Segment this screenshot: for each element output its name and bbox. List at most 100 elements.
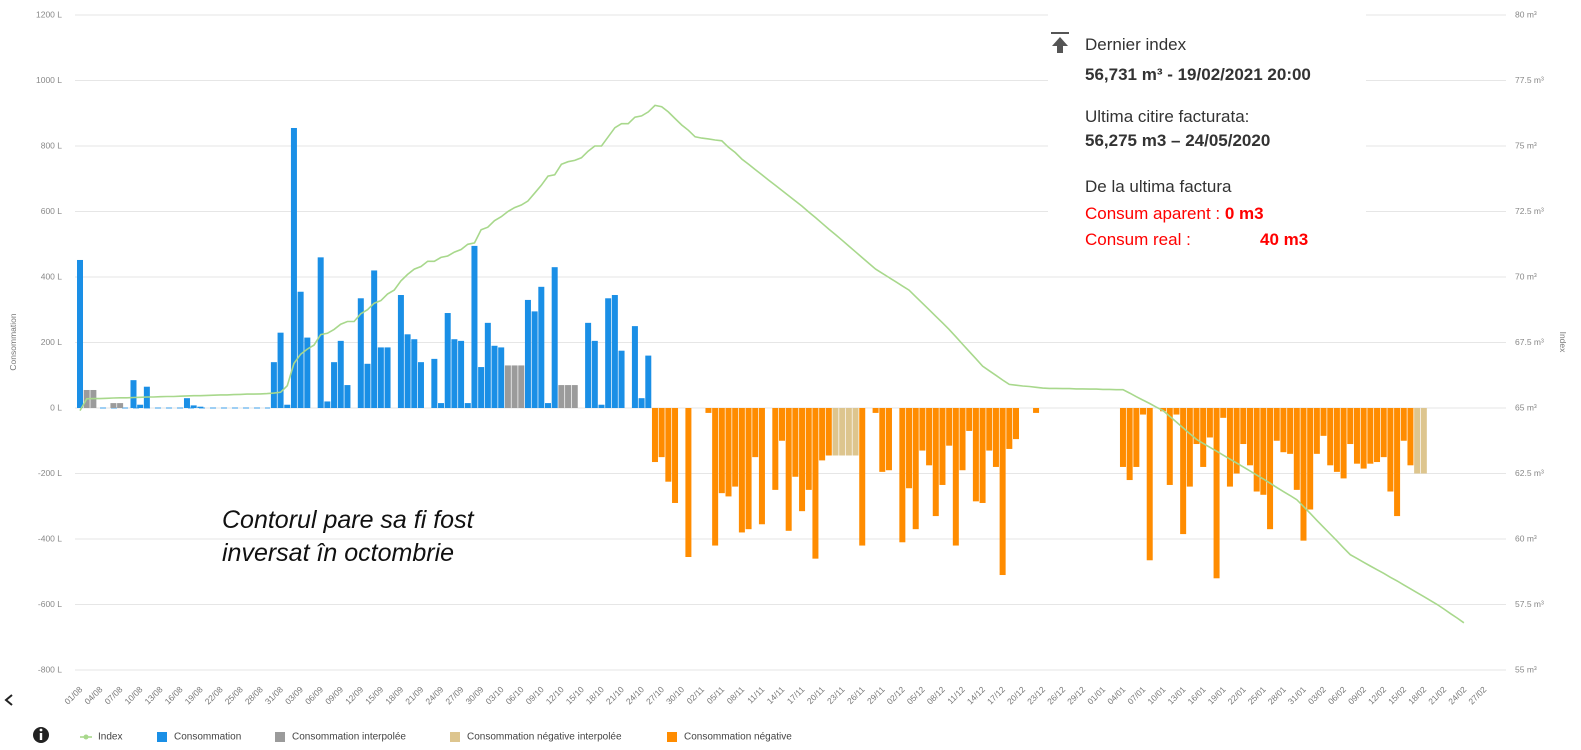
bar [498, 347, 505, 408]
bar [137, 404, 144, 408]
bar [1420, 408, 1427, 474]
x-tick-label: 06/02 [1326, 684, 1348, 706]
x-tick-label: 10/01 [1145, 684, 1167, 706]
x-tick-label: 11/11 [745, 684, 766, 705]
bar [705, 408, 712, 413]
bar [879, 408, 886, 472]
bar [832, 408, 839, 456]
index-line [79, 104, 1465, 624]
bar [1273, 408, 1280, 441]
x-tick-label: 17/11 [785, 684, 807, 706]
x-labels: 01/0804/0807/0810/0813/0816/0819/0822/08… [62, 684, 1488, 706]
bar [792, 408, 799, 477]
annotation: inversat în octombrie [222, 539, 454, 567]
prev-arrow[interactable] [4, 694, 13, 706]
bar [926, 408, 933, 466]
y-tick-label: 200 L [41, 337, 63, 347]
info-icon[interactable] [33, 727, 49, 743]
bar [852, 408, 859, 456]
bar [1340, 408, 1347, 479]
lines [79, 104, 1465, 624]
bar [645, 355, 652, 408]
bar [270, 362, 277, 408]
bar [618, 350, 625, 408]
y2-axis-label: Index [1558, 332, 1568, 354]
bar [565, 385, 572, 408]
bar [899, 408, 906, 543]
y2-tick-label: 72.5 m³ [1515, 206, 1544, 216]
bar [1006, 408, 1013, 449]
x-tick-label: 15/02 [1386, 684, 1408, 706]
legend: Index Consommation Consommation interpolée… [80, 732, 792, 743]
x-tick-label: 15/10 [564, 684, 586, 706]
bar [605, 298, 612, 408]
y-axis-label: Consommation [8, 313, 18, 370]
apparent: Consum aparent : 0 m3 [1085, 204, 1264, 223]
since-label: De la ultima factura [1085, 177, 1232, 196]
x-tick-label: 04/08 [82, 684, 104, 706]
bar [1387, 408, 1394, 492]
legend-swatch [275, 732, 285, 742]
bar [999, 408, 1006, 576]
bar [1133, 408, 1140, 467]
y2-tick-label: 80 m³ [1515, 9, 1537, 19]
index-icon [1051, 32, 1069, 53]
bar [638, 398, 645, 408]
x-tick-label: 24/09 [423, 684, 445, 706]
bar [1267, 408, 1274, 530]
x-tick-label: 19/01 [1206, 684, 1228, 706]
bar [297, 291, 304, 408]
bar [1126, 408, 1133, 481]
bar [732, 408, 739, 487]
bar [1400, 408, 1407, 441]
bar [872, 408, 879, 413]
bar [524, 299, 531, 408]
x-tick-label: 23/12 [1025, 684, 1047, 706]
y2-tick-label: 70 m³ [1515, 271, 1537, 281]
x-tick-label: 27/09 [443, 684, 465, 706]
x-tick-label: 12/10 [544, 684, 566, 706]
bar [1367, 408, 1374, 464]
bar [324, 401, 331, 408]
bar [344, 385, 351, 408]
bar [725, 408, 732, 497]
bar [1033, 408, 1040, 413]
bar [130, 380, 137, 408]
x-tick-label: 10/08 [122, 684, 144, 706]
bar [805, 408, 812, 490]
x-tick-label: 24/10 [624, 684, 646, 706]
legend-swatch [83, 734, 89, 740]
x-tick-label: 23/11 [825, 684, 847, 706]
bar [1013, 408, 1019, 440]
bar [979, 408, 986, 503]
bar [785, 408, 792, 531]
bar [1347, 408, 1354, 445]
x-tick-label: 21/09 [403, 684, 425, 706]
y-tick-label: 1200 L [36, 9, 62, 19]
x-tick-label: 29/12 [1065, 684, 1087, 706]
y-tick-label: 1000 L [36, 75, 62, 85]
bar [738, 408, 745, 533]
bar [885, 408, 892, 471]
y2-tick-label: 65 m³ [1515, 402, 1537, 412]
bars [77, 127, 1427, 579]
y2-tick-label: 77.5 m³ [1515, 75, 1544, 85]
bar [404, 334, 411, 408]
legend-label: Consommation interpolée [292, 732, 406, 743]
bar [946, 408, 953, 446]
bar [471, 245, 478, 408]
x-tick-label: 03/09 [283, 684, 305, 706]
bar [1333, 408, 1340, 472]
bar [1260, 408, 1267, 495]
bar [504, 365, 511, 408]
y-tick-label: -600 L [38, 599, 62, 609]
x-tick-label: 07/01 [1125, 684, 1147, 706]
bar [1320, 408, 1327, 436]
bar [651, 408, 658, 463]
bar [417, 362, 424, 408]
x-tick-label: 28/01 [1266, 684, 1288, 706]
bar [531, 311, 538, 408]
y2-tick-label: 60 m³ [1515, 533, 1537, 543]
bar [1300, 408, 1307, 541]
bar [304, 337, 311, 408]
